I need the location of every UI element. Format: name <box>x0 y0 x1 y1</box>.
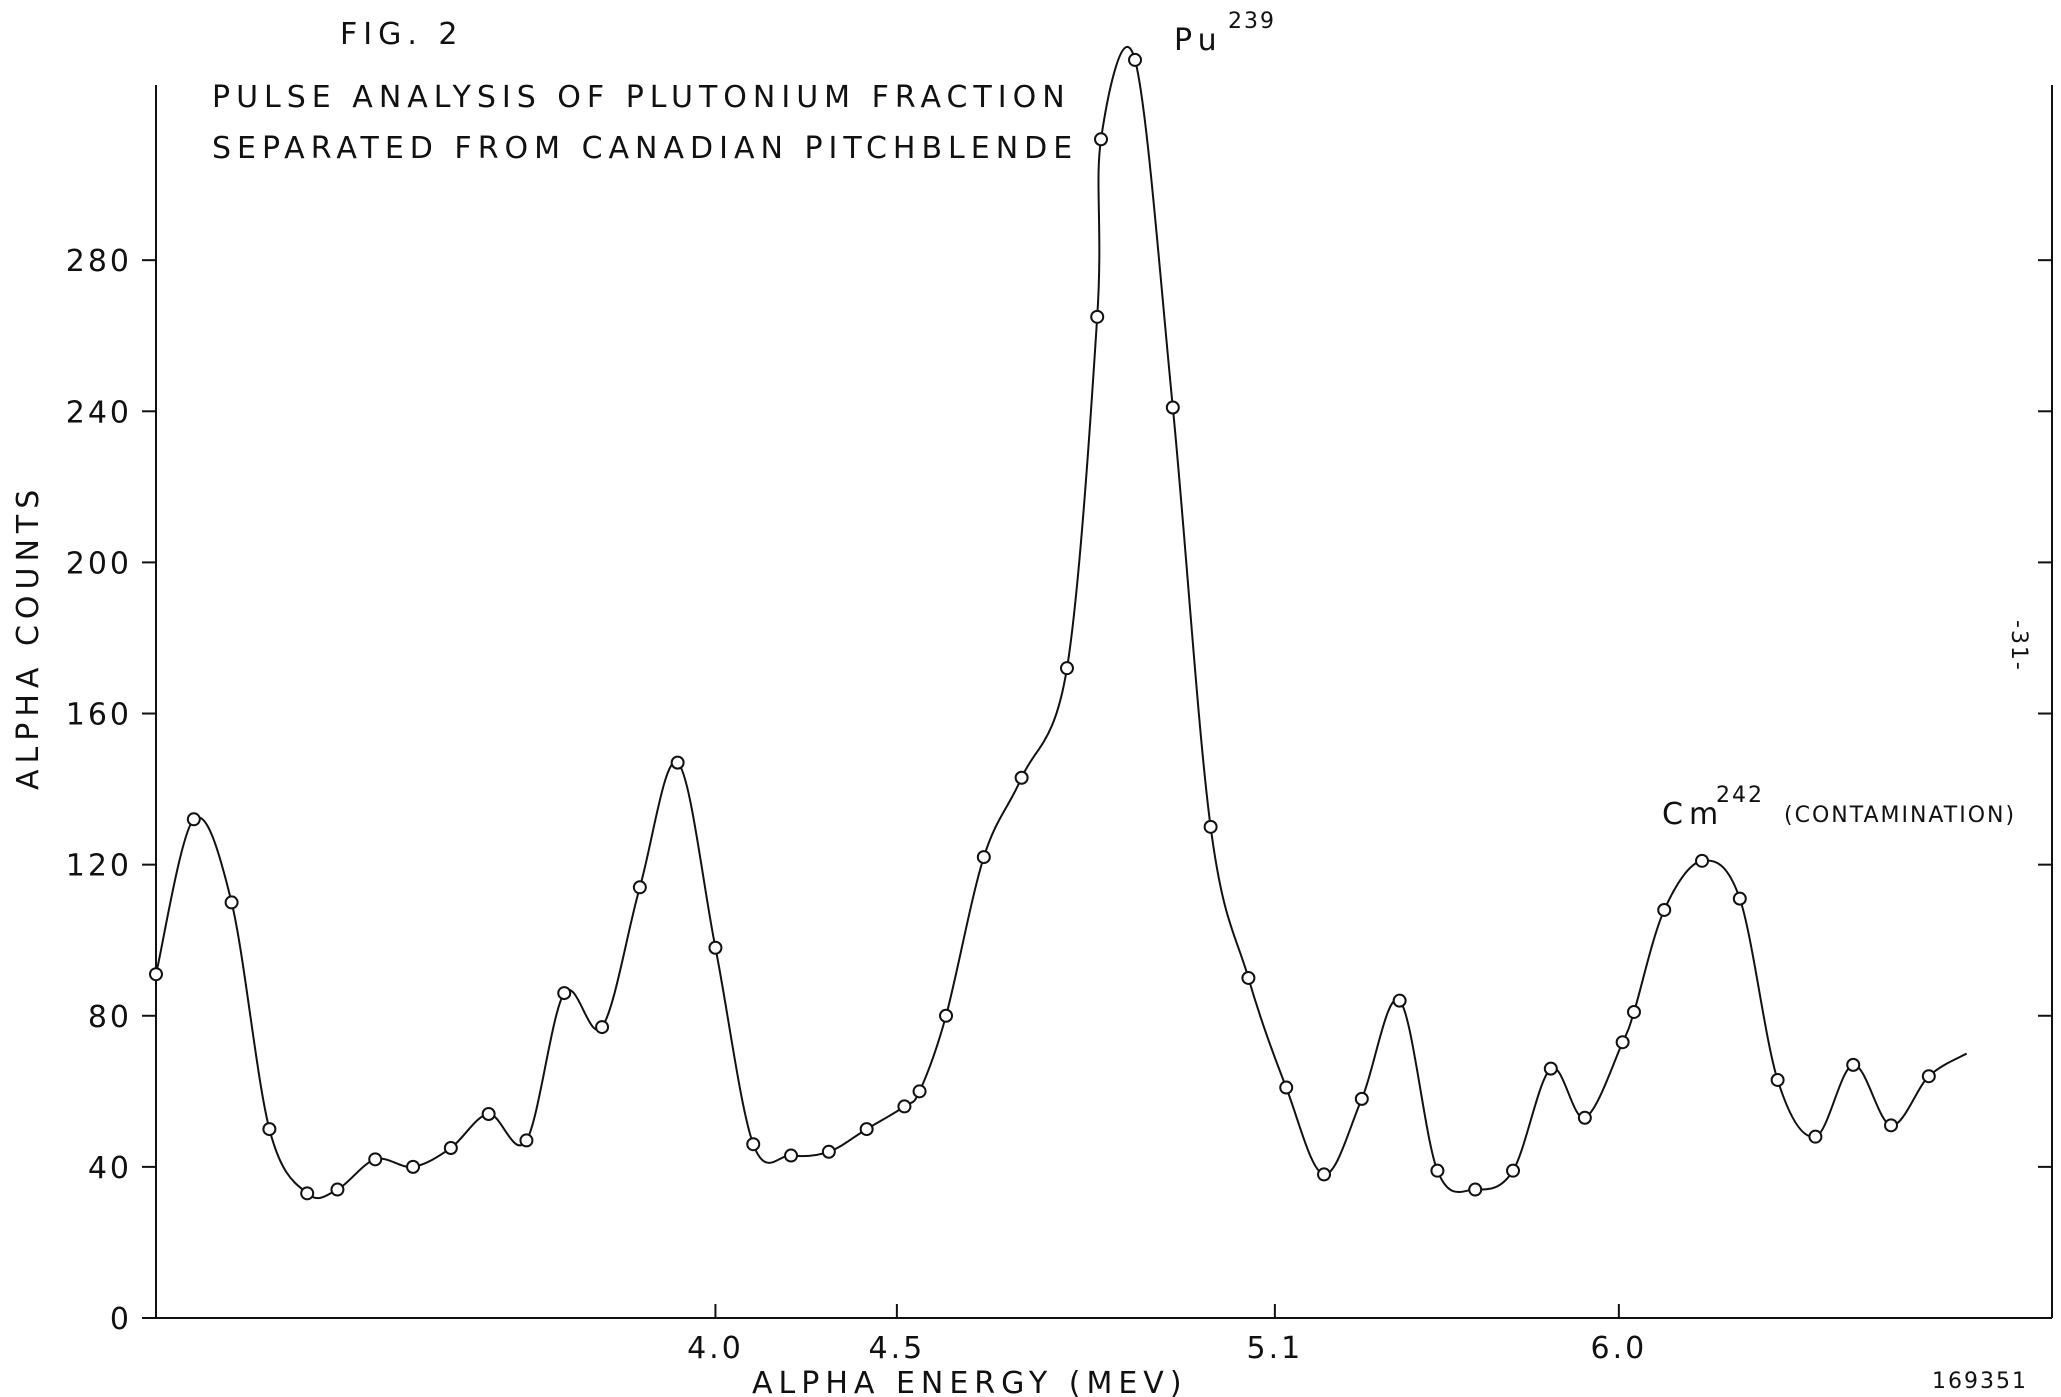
data-point <box>1543 1061 1558 1076</box>
data-point <box>262 1122 277 1137</box>
document-number: 169351 <box>1932 1369 2028 1394</box>
page-number: -31- <box>2006 620 2031 672</box>
data-point <box>976 850 991 865</box>
data-point <box>1241 970 1256 985</box>
chart-title-line-2: SEPARATED FROM CANADIAN PITCHBLENDE <box>212 131 1078 166</box>
data-point <box>519 1133 534 1148</box>
data-point <box>939 1008 954 1023</box>
data-point <box>186 812 201 827</box>
cm-mass: 242 <box>1716 783 1764 808</box>
x-axis-label: ALPHA ENERGY (MEV) <box>752 1366 1188 1397</box>
y-tick-label: 280 <box>66 244 132 279</box>
y-tick-label: 120 <box>66 849 132 884</box>
data-point <box>784 1148 799 1163</box>
data-point <box>897 1099 912 1114</box>
data-point <box>1014 770 1029 785</box>
cm-note: (CONTAMINATION) <box>1784 803 2016 828</box>
data-point <box>557 986 572 1001</box>
data-point <box>1732 891 1747 906</box>
cm-242-annotation: Cm 242 (CONTAMINATION) <box>1662 783 2016 832</box>
data-point <box>1059 661 1074 676</box>
data-point <box>1506 1163 1521 1178</box>
data-point <box>708 940 723 955</box>
data-point <box>1279 1080 1294 1095</box>
data-point <box>1770 1072 1785 1087</box>
y-tick-label: 160 <box>66 698 132 733</box>
data-point <box>1468 1182 1483 1197</box>
data-point <box>1626 1004 1641 1019</box>
pu-symbol: Pu <box>1174 23 1223 58</box>
x-tick-label: 5.1 <box>1247 1331 1304 1366</box>
data-point <box>149 967 163 982</box>
x-tick-label: 4.0 <box>687 1331 744 1366</box>
data-point <box>1317 1167 1332 1182</box>
y-tick-label: 80 <box>88 1000 132 1035</box>
data-point <box>224 895 239 910</box>
figure-label: FIG. 2 <box>340 17 464 52</box>
data-point <box>1846 1057 1861 1072</box>
data-point <box>1128 52 1143 67</box>
data-point <box>368 1152 383 1167</box>
x-tick-label: 4.5 <box>869 1331 926 1366</box>
data-point <box>1695 853 1710 868</box>
data-point <box>406 1159 421 1174</box>
x-tick-label: 6.0 <box>1591 1331 1648 1366</box>
cm-symbol: Cm <box>1662 797 1724 832</box>
data-point <box>1430 1163 1445 1178</box>
data-point <box>1884 1118 1899 1133</box>
data-point <box>1392 993 1407 1008</box>
data-point <box>1354 1091 1369 1106</box>
data-point <box>1165 400 1180 415</box>
data-point <box>300 1186 315 1201</box>
y-tick-label: 200 <box>66 546 132 581</box>
data-point <box>1657 902 1672 917</box>
data-point <box>1577 1110 1592 1125</box>
data-point <box>1808 1129 1823 1144</box>
data-point <box>1615 1035 1630 1050</box>
pu-mass: 239 <box>1228 9 1276 34</box>
y-ticks: 0 40 80 120 160 200 240 280 <box>66 244 2052 1337</box>
data-point <box>1921 1069 1936 1084</box>
spectrum-curve <box>155 45 1968 1200</box>
data-points <box>149 52 1936 1201</box>
y-tick-label: 0 <box>110 1302 132 1337</box>
data-point <box>632 880 647 895</box>
chart-title-line-1: PULSE ANALYSIS OF PLUTONIUM FRACTION <box>212 80 1071 115</box>
data-point <box>859 1122 874 1137</box>
x-ticks: 4.0 4.5 5.1 6.0 <box>687 1304 1648 1366</box>
data-point <box>443 1140 458 1155</box>
pu-239-annotation: Pu 239 <box>1174 9 1276 58</box>
data-point <box>746 1137 761 1152</box>
y-tick-label: 240 <box>66 395 132 430</box>
data-point <box>912 1084 927 1099</box>
y-axis-label: ALPHA COUNTS <box>11 484 46 790</box>
data-point <box>1203 819 1218 834</box>
data-point <box>670 755 685 770</box>
data-point <box>1094 132 1108 147</box>
data-point <box>330 1182 345 1197</box>
data-point <box>821 1144 836 1159</box>
data-point <box>1090 309 1105 324</box>
data-point <box>481 1106 496 1121</box>
y-tick-label: 40 <box>88 1151 132 1186</box>
data-point <box>595 1020 610 1035</box>
